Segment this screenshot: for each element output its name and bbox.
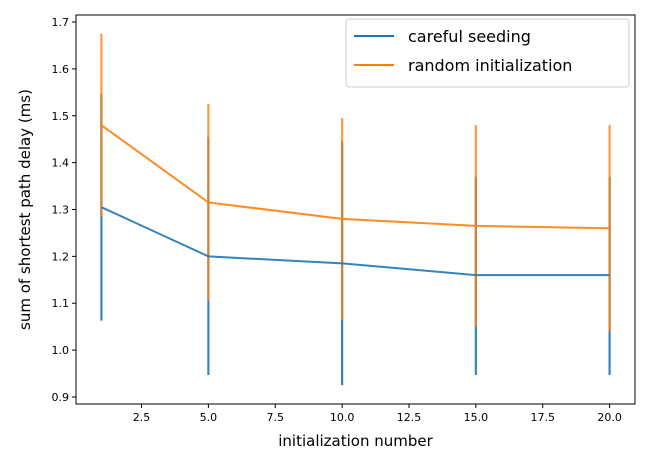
legend-label-careful-seeding: careful seeding [408,27,531,46]
y-tick-label: 1.1 [52,297,70,310]
y-tick-label: 1.0 [52,344,70,357]
x-tick-label: 5.0 [200,411,218,424]
legend-box [345,18,630,88]
y-axis-ticks: 0.9 1.0 1.1 1.2 1.3 1.4 1.5 1.6 1.7 [52,16,76,404]
y-axis-label: sum of shortest path delay (ms) [16,89,34,330]
y-tick-label: 1.5 [52,110,70,123]
x-tick-label: 17.5 [530,411,555,424]
series-lines [100,124,610,277]
series-line [100,124,610,230]
x-tick-label: 15.0 [464,411,489,424]
series-line [100,206,610,277]
x-tick-label: 2.5 [133,411,151,424]
legend: careful seeding random initialization [345,18,630,88]
x-tick-label: 20.0 [597,411,622,424]
plot-area [100,33,611,386]
legend-label-random-initialization: random initialization [408,56,572,75]
x-tick-label: 12.5 [397,411,422,424]
y-tick-label: 1.6 [52,63,70,76]
x-axis-ticks: 2.5 5.0 7.5 10.0 12.5 15.0 17.5 20.0 [133,404,622,424]
y-tick-label: 0.9 [52,391,70,404]
y-tick-label: 1.2 [52,250,70,263]
x-tick-label: 7.5 [267,411,285,424]
y-tick-label: 1.3 [52,204,70,217]
x-axis-label: initialization number [278,432,433,450]
y-tick-label: 1.4 [52,157,70,170]
x-tick-label: 10.0 [330,411,355,424]
y-tick-label: 1.7 [52,16,70,29]
